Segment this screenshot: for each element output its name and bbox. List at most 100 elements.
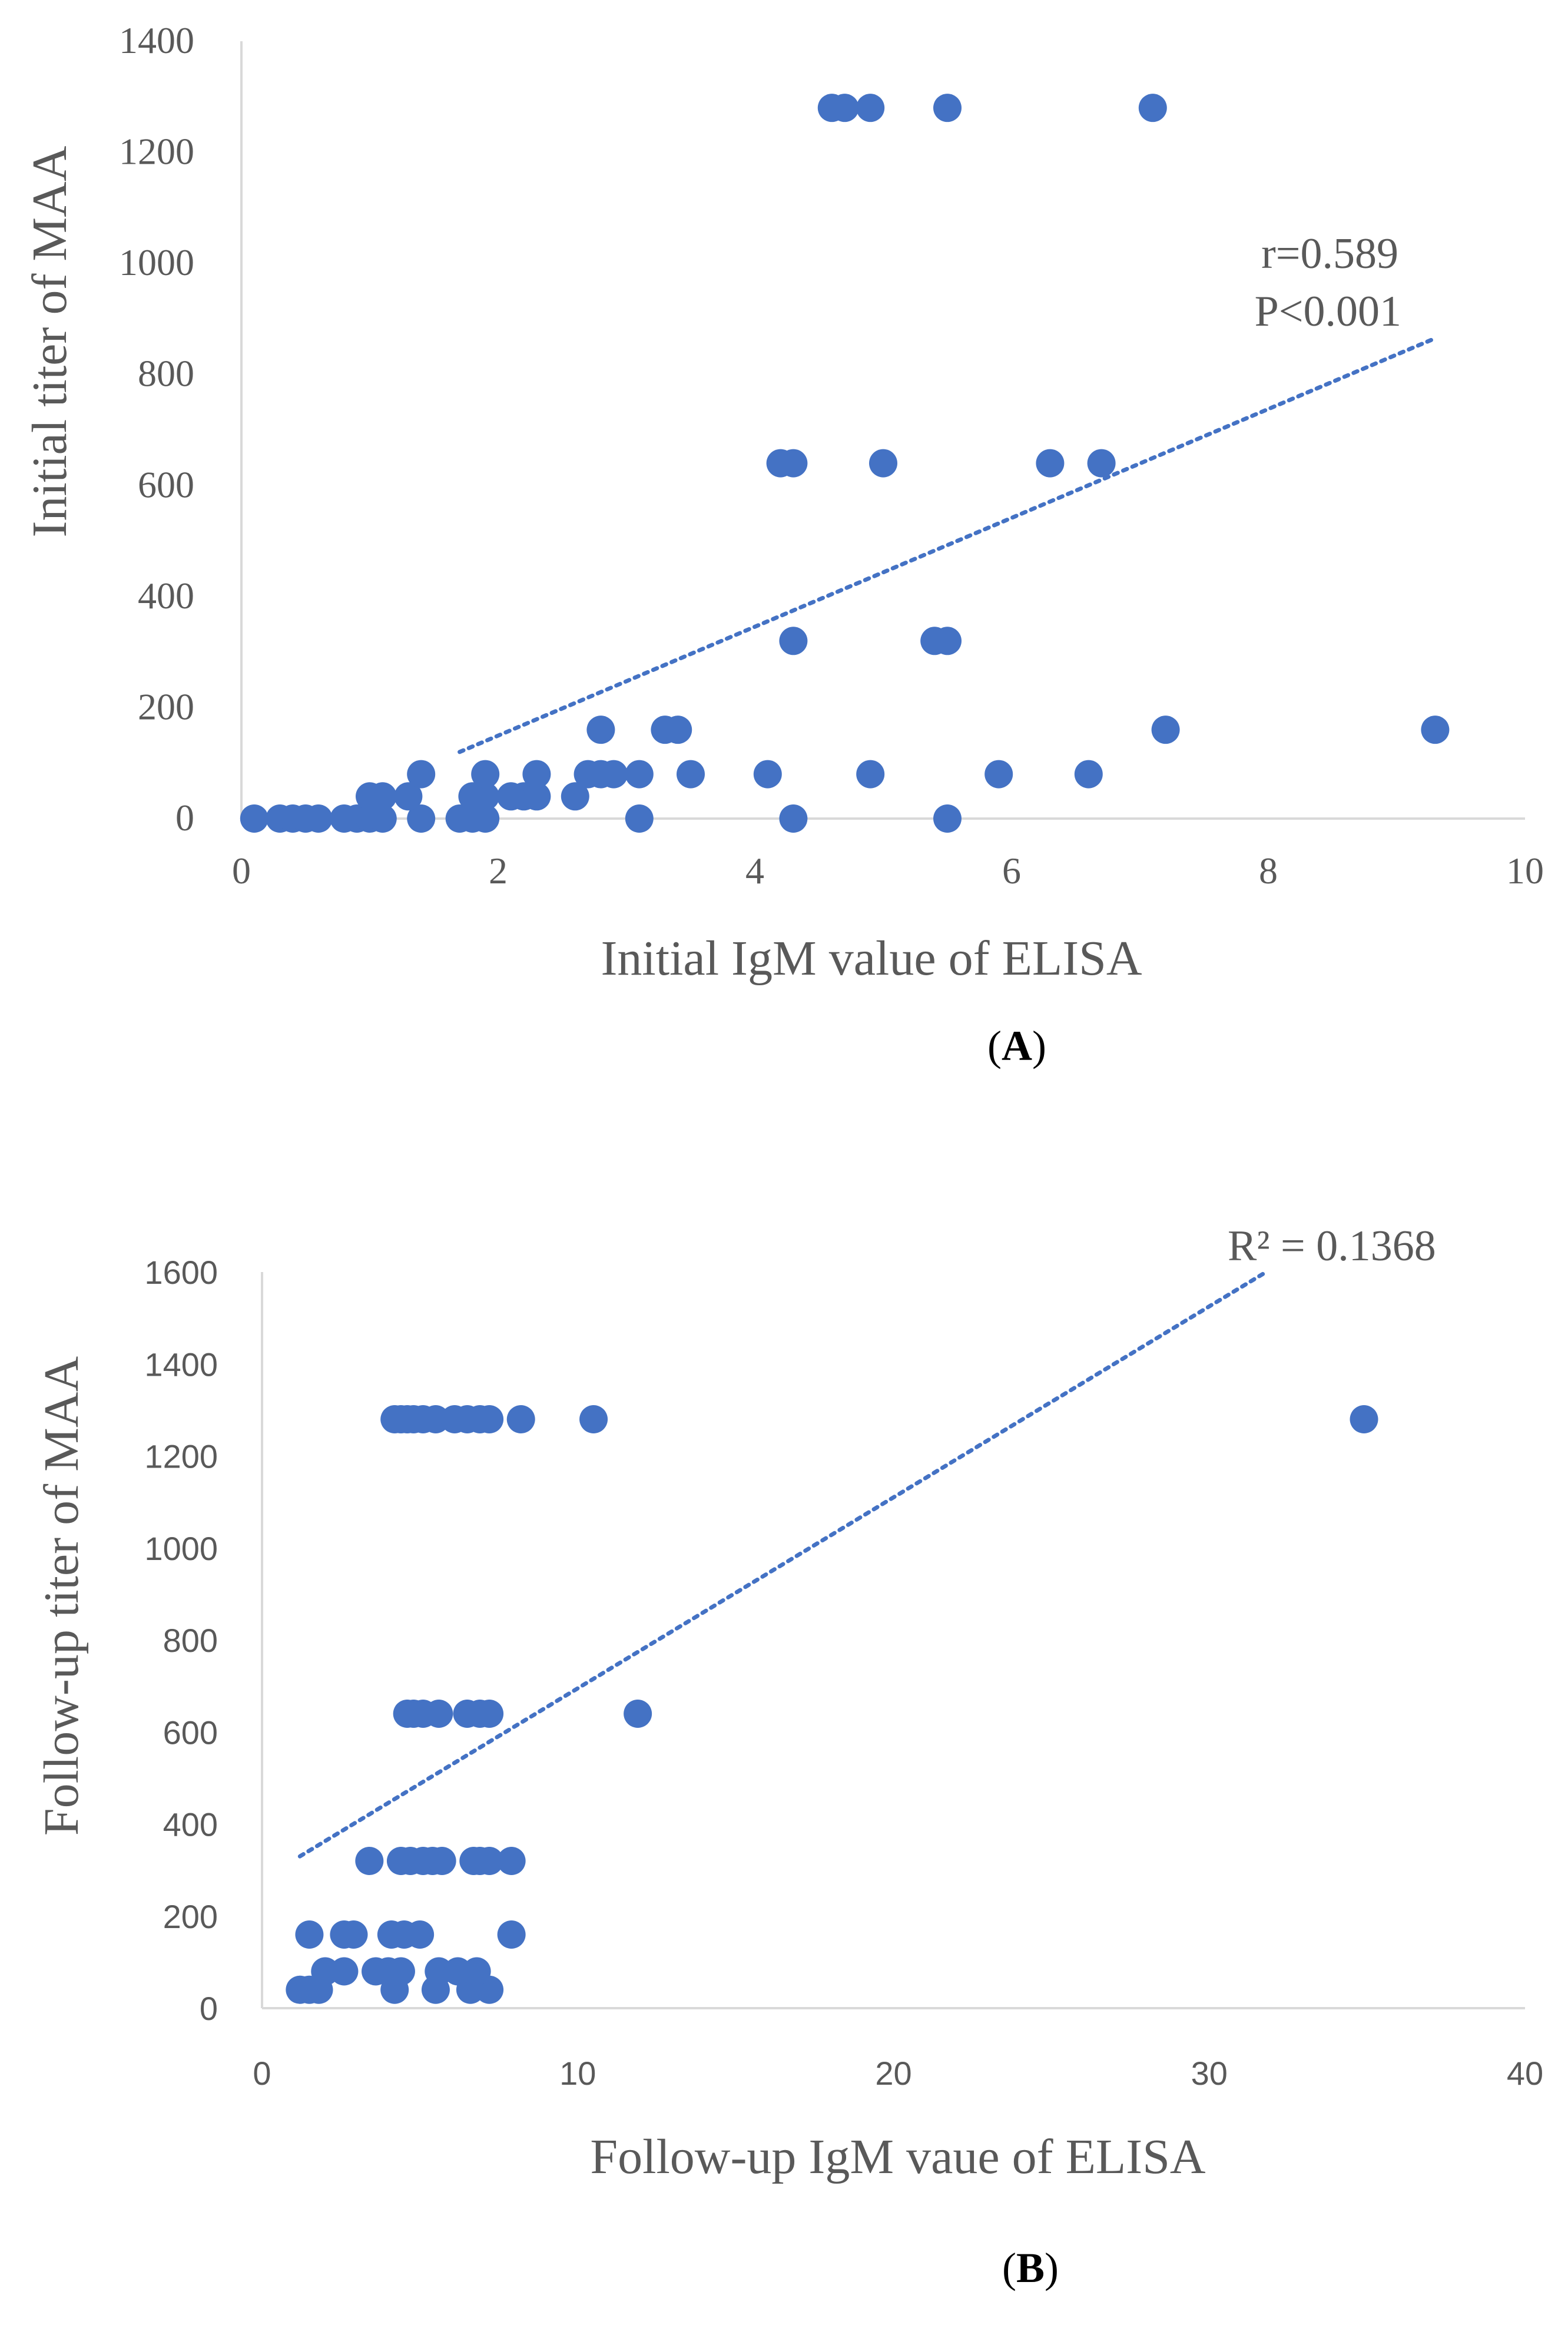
panel-a-data-point <box>561 782 589 811</box>
panel-a-x-axis-title: Initial IgM value of ELISA <box>601 931 1142 986</box>
panel-a-x-tick-label: 6 <box>1002 850 1021 892</box>
panel-a-y-tick-label: 1200 <box>119 131 194 173</box>
panel-a-data-point <box>471 760 500 789</box>
panel-a-data-point <box>240 804 268 833</box>
panel-a-label: (A) <box>987 1022 1046 1069</box>
panel-b-data-point <box>406 1920 435 1949</box>
panel-b-y-tick-label: 1200 <box>144 1438 218 1475</box>
panel-a-data-point <box>984 760 1013 789</box>
panel-a-data-point <box>933 627 962 655</box>
panel-a-data-point <box>1074 760 1103 789</box>
panel-b-y-tick-label: 1000 <box>144 1530 218 1567</box>
panel-a-label-letter: A <box>1002 1022 1032 1069</box>
panel-b-data-point <box>497 1920 526 1949</box>
panel-a-trendline-group <box>458 336 1437 754</box>
panel-a-data-point <box>368 782 397 811</box>
panel-b-data-point <box>579 1405 608 1433</box>
panel-b-data-point <box>339 1920 368 1949</box>
panel-a-points <box>240 94 1450 833</box>
panel-b-y-axis-title: Follow-up titer of MAA <box>34 1356 89 1836</box>
panel-a-axes <box>240 41 1525 820</box>
panel-a-y-tick-label: 200 <box>138 685 194 727</box>
panel-a-data-point <box>830 94 859 122</box>
panel-a-data-point <box>471 782 500 811</box>
panel-b-x-tick-label: 20 <box>875 2055 911 2092</box>
panel-a-data-point <box>869 449 897 478</box>
panel-a-data-point <box>779 627 808 655</box>
panel-a-data-point <box>933 804 962 833</box>
panel-b-points <box>286 1405 1378 2004</box>
panel-a-data-point <box>1151 716 1180 744</box>
chart-panel-a: 0 200 400 600 800 1000 1200 1400 0 2 4 6 8 10 Initial… <box>22 19 1544 1069</box>
panel-b-x-tick-label: 10 <box>559 2055 596 2092</box>
panel-a-data-point <box>625 804 654 833</box>
panel-a-data-point <box>779 449 808 478</box>
panel-a-trendline <box>458 336 1437 754</box>
panel-a-x-tick-label: 8 <box>1259 850 1278 892</box>
panel-b-y-tick-label: 400 <box>163 1806 218 1843</box>
panel-a-data-point <box>586 716 615 744</box>
panel-a-data-point <box>1421 716 1450 744</box>
panel-a-data-point <box>522 760 551 789</box>
panel-a-data-point <box>407 760 436 789</box>
panel-b-x-tick-label: 0 <box>253 2055 271 2092</box>
panel-a-data-point <box>407 804 436 833</box>
panel-a-y-tick-label: 0 <box>175 797 194 839</box>
panel-b-data-point <box>355 1847 384 1875</box>
panel-a-data-point <box>856 760 885 789</box>
panel-b-data-point <box>475 1700 504 1728</box>
panel-a-data-point <box>664 716 692 744</box>
panel-a-data-point <box>599 760 628 789</box>
panel-b-y-tick-label: 200 <box>163 1898 218 1935</box>
panel-b-data-point <box>425 1700 453 1728</box>
panel-b-y-tick-label: 0 <box>200 1990 218 2027</box>
panel-a-data-point <box>625 760 654 789</box>
panel-a-data-point <box>1138 94 1167 122</box>
panel-b-trendline <box>297 1270 1268 1859</box>
panel-b-x-tick-label: 40 <box>1507 2055 1543 2092</box>
panel-b-label: (B) <box>1002 2244 1059 2291</box>
panel-a-data-point <box>677 760 705 789</box>
panel-a-data-point <box>368 804 397 833</box>
panel-a-y-tick-label: 400 <box>138 575 194 617</box>
panel-a-ticks: 0 200 400 600 800 1000 1200 1400 0 2 4 6 8 10 <box>119 19 1544 892</box>
panel-a-data-point <box>1087 449 1116 478</box>
panel-a-data-point <box>933 94 962 122</box>
panel-a-annotation-p: P<0.001 <box>1255 287 1401 336</box>
panel-b-axes <box>261 1272 1525 2009</box>
panel-b-data-point <box>475 1847 504 1875</box>
panel-a-y-axis-title: Initial titer of MAA <box>22 145 77 537</box>
panel-b-data-point <box>497 1847 526 1875</box>
panel-b-data-point <box>295 1920 324 1949</box>
panel-b-data-point <box>462 1957 491 1986</box>
panel-a-x-tick-label: 2 <box>489 850 508 892</box>
panel-b-y-tick-label: 1600 <box>144 1254 218 1291</box>
panel-a-data-point <box>779 804 808 833</box>
panel-b-data-point <box>427 1847 456 1875</box>
panel-a-data-point <box>394 782 423 811</box>
panel-b-data-point <box>624 1700 652 1728</box>
panel-a-data-point <box>471 804 500 833</box>
panel-a-data-point <box>304 804 333 833</box>
panel-a-x-tick-label: 0 <box>232 850 251 892</box>
chart-panel-b: 0 200 400 600 800 1000 1200 1400 1600 0 10 20 30 40 F… <box>34 1222 1543 2291</box>
panel-b-y-tick-label: 1400 <box>144 1346 218 1383</box>
panel-a-y-tick-label: 1400 <box>119 19 194 61</box>
panel-b-data-point <box>1350 1405 1378 1433</box>
panel-b-x-tick-label: 30 <box>1191 2055 1228 2092</box>
panel-a-data-point <box>522 782 551 811</box>
panel-a-x-tick-label: 10 <box>1506 850 1544 892</box>
panel-a-x-tick-label: 4 <box>745 850 764 892</box>
panel-b-label-letter: B <box>1016 2244 1045 2291</box>
panel-a-y-tick-label: 800 <box>138 353 194 395</box>
panel-b-x-axis-title: Follow-up IgM vaue of ELISA <box>590 2129 1206 2184</box>
panel-a-y-tick-label: 1000 <box>119 241 194 283</box>
panel-b-trendline-group <box>297 1270 1268 1859</box>
panel-b-y-tick-label: 600 <box>163 1714 218 1751</box>
panel-b-annotation-r2: R² = 0.1368 <box>1228 1222 1436 1270</box>
panel-b-data-point <box>330 1957 359 1986</box>
panel-b-data-point <box>386 1957 415 1986</box>
panel-b-data-point <box>506 1405 535 1433</box>
panel-a-annotation-r: r=0.589 <box>1261 230 1398 278</box>
